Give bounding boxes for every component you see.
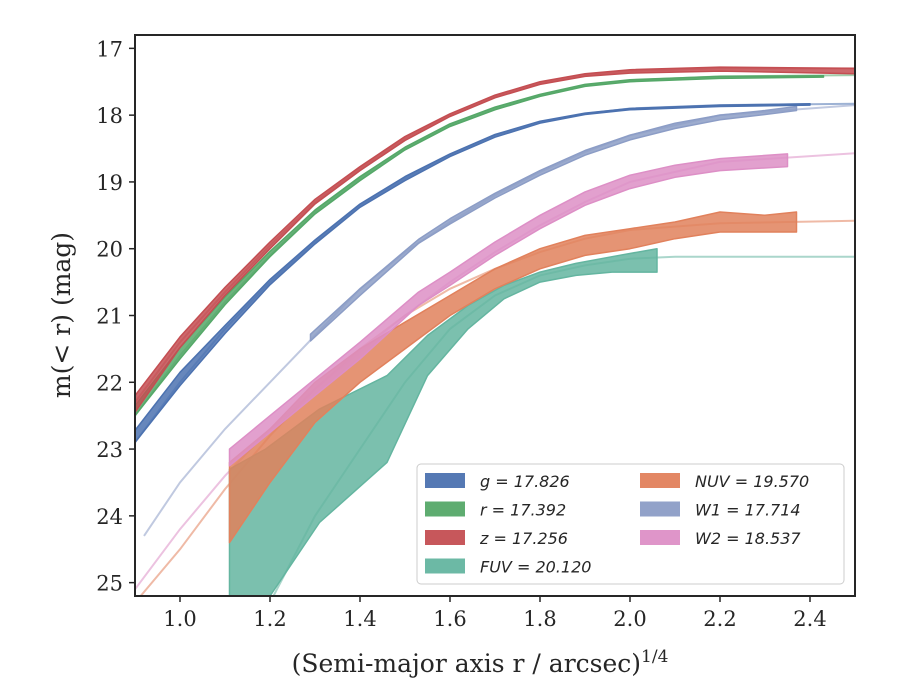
legend-swatch (640, 473, 680, 488)
legend-entry: FUV = 20.120 (480, 558, 591, 577)
x-tick-label: 1.0 (163, 607, 196, 631)
x-axis: 1.0 1.2 1.4 1.6 1.8 2.0 2.2 2.4 (163, 596, 827, 631)
legend-swatch (640, 501, 680, 517)
legend-entry: r = 17.392 (480, 501, 566, 520)
y-tick-label: 22 (96, 371, 123, 395)
x-axis-label-text: (Semi-major axis r / arcsec) (292, 649, 641, 678)
profile-band (135, 66, 855, 414)
y-tick-label: 19 (96, 171, 123, 195)
legend-swatch (425, 473, 465, 488)
legend-entry: z = 17.256 (479, 529, 568, 548)
y-tick-label: 17 (96, 37, 123, 61)
legend-swatch (425, 530, 465, 545)
y-tick-label: 25 (96, 572, 123, 596)
profile-band (309, 105, 798, 342)
legend-entry: W2 = 18.537 (695, 529, 801, 548)
x-tick-label: 1.6 (433, 607, 466, 631)
y-axis: 17 18 19 20 21 22 23 24 25 (96, 37, 135, 596)
legend-frame (416, 463, 845, 585)
legend-swatch (425, 558, 465, 574)
y-axis-label: m(< r) (mag) (47, 232, 76, 398)
y-tick-label: 24 (96, 505, 123, 529)
legend-entry: g = 17.826 (480, 472, 570, 491)
profile-band (228, 211, 798, 544)
x-tick-label: 2.4 (793, 607, 826, 631)
profile-bands (135, 66, 855, 596)
profile-band (228, 153, 789, 467)
x-tick-label: 2.2 (703, 607, 736, 631)
x-tick-label: 1.4 (343, 607, 376, 631)
legend-entry: W1 = 17.714 (695, 501, 801, 520)
legend: g = 17.826 r = 17.392 z = 17.256 FUV = 20.1… (416, 463, 845, 585)
y-tick-label: 18 (96, 104, 123, 128)
profile-band (135, 74, 825, 417)
x-axis-label: (Semi-major axis r / arcsec)1/4 (292, 647, 669, 678)
profile-band (135, 103, 811, 444)
legend-entry: NUV = 19.570 (695, 472, 809, 491)
y-tick-label: 23 (96, 438, 123, 462)
y-tick-label: 20 (96, 238, 123, 262)
y-tick-label: 21 (96, 305, 123, 329)
x-tick-label: 1.2 (253, 607, 286, 631)
legend-swatch (640, 530, 680, 545)
x-tick-label: 2.0 (613, 607, 646, 631)
legend-swatch (425, 501, 465, 517)
x-tick-label: 1.8 (523, 607, 556, 631)
x-axis-label-superscript: 1/4 (641, 647, 668, 667)
